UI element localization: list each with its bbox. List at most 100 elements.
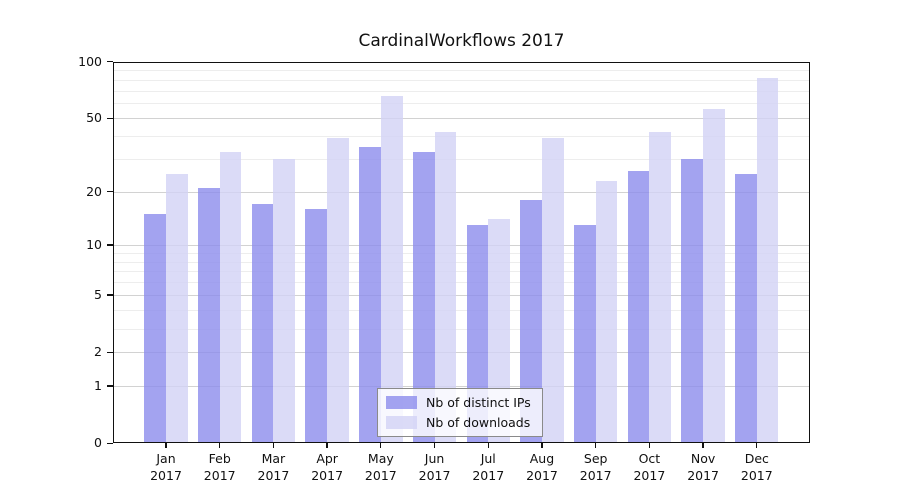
bar-downloads-mar [273,159,296,444]
gridline-minor-8 [114,261,809,263]
x-tick-apr [326,443,328,449]
gridline-minor-40 [114,136,809,138]
legend: Nb of distinct IPs Nb of downloads [377,388,543,437]
gridline-major-5 [114,295,809,297]
gridline-minor-80 [114,79,809,81]
legend-item-downloads: Nb of downloads [386,415,542,430]
x-tick-jun [433,443,436,449]
x-tick-label-year-sep: 2017 [579,468,612,483]
x-tick-label-month-jan: Jan [156,451,176,466]
x-tick-label-month-dec: Dec [744,451,769,466]
gridline-major-2 [114,352,809,354]
x-tick-jul [487,443,489,449]
y-tick-label-10: 10 [86,237,102,253]
x-tick-label-year-feb: 2017 [203,468,236,483]
bar-downloads-nov [703,109,725,444]
x-tick-label-month-jun: Jun [424,451,445,466]
gridline-minor-90 [114,70,809,72]
x-tick-label-month-mar: Mar [261,451,286,466]
bar-downloads-dec [756,77,779,444]
bar-distinct-ips-feb [198,187,220,444]
bar-distinct-ips-jun [412,151,435,444]
x-tick-label-year-jan: 2017 [150,468,182,483]
bar-distinct-ips-apr [305,209,328,444]
x-tick-label-year-dec: 2017 [740,468,773,483]
y-tick-50 [106,117,113,119]
gridline-minor-4 [114,310,809,312]
y-tick-label-5: 5 [94,287,102,303]
x-tick-label-month-jul: Jul [480,451,496,466]
y-tick-label-0: 0 [94,435,102,451]
y-tick-label-1: 1 [94,377,102,393]
x-tick-oct [648,443,651,449]
y-tick-label-50: 50 [86,110,102,126]
legend-item-distinct-ips: Nb of distinct IPs [386,395,542,410]
gridline-major-20 [114,191,809,193]
bar-downloads-jul [488,219,510,444]
bar-downloads-aug [541,138,564,444]
bar-downloads-feb [219,151,242,444]
x-tick-label-year-apr: 2017 [311,468,344,483]
y-tick-20 [106,190,113,193]
x-tick-label-month-apr: Apr [316,451,338,466]
y-tick-0 [106,442,113,444]
gridline-major-100 [114,61,809,63]
x-tick-aug [541,443,543,449]
x-tick-dec [756,443,758,449]
bar-distinct-ips-nov [681,159,704,444]
gridline-minor-6 [114,282,809,284]
legend-label-downloads: Nb of downloads [426,415,531,430]
x-tick-label-year-oct: 2017 [633,468,666,483]
y-tick-10 [106,244,113,246]
bar-downloads-may [380,95,403,444]
x-tick-mar [272,443,275,449]
x-tick-sep [595,443,597,449]
bar-distinct-ips-sep [573,225,596,444]
gridline-minor-30 [114,159,809,161]
x-tick-label-month-may: May [367,451,394,466]
x-tick-label-month-aug: Aug [529,451,555,466]
bar-distinct-ips-jan [144,214,166,444]
bar-downloads-oct [649,132,672,444]
x-tick-label-year-mar: 2017 [257,468,290,483]
gridline-minor-3 [114,328,809,330]
y-tick-label-100: 100 [78,53,102,69]
y-tick-label-20: 20 [86,183,102,199]
bar-downloads-jan [166,173,188,444]
gridline-minor-7 [114,271,809,273]
bar-distinct-ips-oct [627,170,650,444]
x-tick-feb [219,443,221,449]
legend-swatch-distinct-ips [386,396,417,409]
x-tick-label-month-nov: Nov [690,451,716,466]
x-tick-label-year-may: 2017 [364,468,397,483]
bar-downloads-jun [434,132,457,444]
gridline-major-10 [114,245,809,247]
bar-downloads-sep [595,180,618,444]
y-tick-1 [106,385,113,387]
bar-distinct-ips-dec [735,173,757,444]
x-tick-label-year-jun: 2017 [418,468,451,483]
x-tick-label-month-sep: Sep [583,451,608,466]
bar-distinct-ips-aug [520,199,542,444]
gridline-minor-9 [114,252,809,254]
x-tick-label-month-feb: Feb [208,451,231,466]
gridline-major-1 [114,385,809,387]
gridline-minor-70 [114,90,809,92]
x-tick-nov [702,443,704,449]
bar-downloads-apr [327,138,349,444]
x-tick-label-year-nov: 2017 [687,468,719,483]
x-tick-label-year-aug: 2017 [526,468,558,483]
x-tick-jan [165,443,167,449]
x-tick-label-year-jul: 2017 [472,468,505,483]
chart-title: CardinalWorkflows 2017 [358,31,565,51]
gridline-major-50 [114,118,809,120]
legend-swatch-downloads [386,416,417,429]
x-tick-may [380,443,382,449]
bar-distinct-ips-mar [251,204,274,444]
gridline-minor-60 [114,103,809,105]
y-tick-5 [106,294,113,296]
y-tick-label-2: 2 [94,344,102,360]
x-tick-label-month-oct: Oct [638,451,661,466]
bar-distinct-ips-may [359,146,381,444]
